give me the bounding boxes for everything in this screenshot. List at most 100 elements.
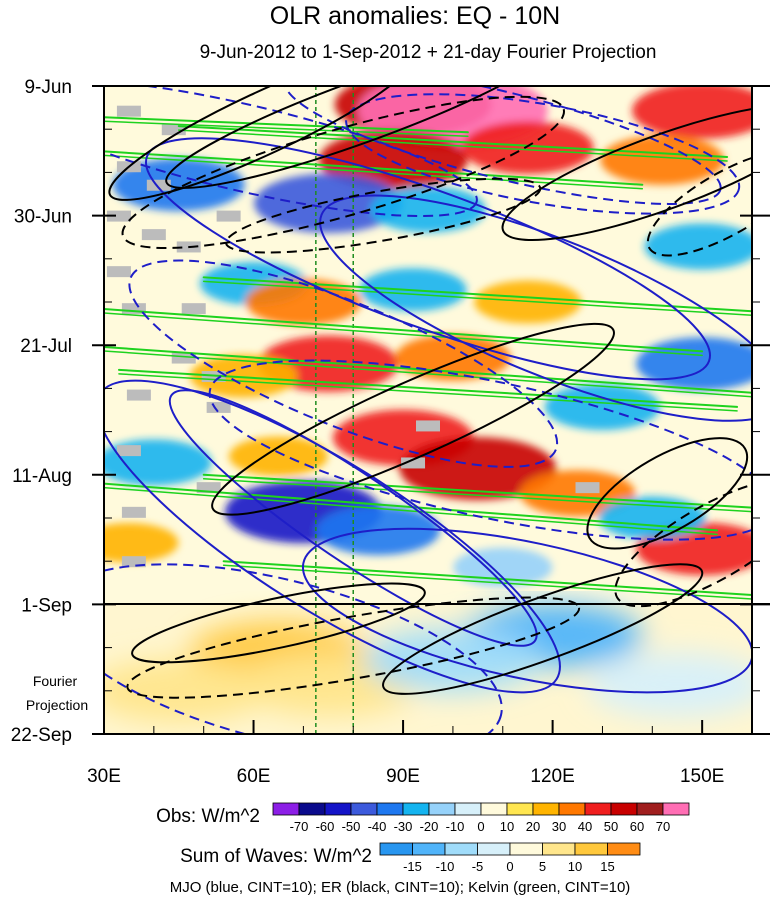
waves-legend-level: 15 <box>600 859 614 874</box>
anomaly-blob-3 <box>461 121 594 175</box>
er-contour-2 <box>121 95 565 250</box>
er-contour-0 <box>165 86 562 189</box>
plot-area <box>104 86 752 734</box>
missing-data-cell <box>121 556 146 568</box>
missing-data-cell <box>106 266 131 278</box>
waves-legend: Sum of Waves: W/m^2 -15 -10 -5 0 5 10 15 <box>180 842 641 874</box>
projection-blob-4 <box>362 627 543 692</box>
kelvin-contour-1-inner <box>178 129 728 162</box>
observed-anomaly-field <box>104 86 752 588</box>
obs-legend-level: 10 <box>500 819 514 834</box>
projection-blob-5 <box>587 652 752 717</box>
waves-legend-colorbar: -15 -10 -5 0 5 10 15 <box>379 842 641 874</box>
obs-legend-swatch <box>480 802 508 816</box>
obs-legend-level: -50 <box>342 819 361 834</box>
er-contour-1 <box>108 86 419 201</box>
anomaly-blob-17 <box>544 383 661 431</box>
anomaly-blob-15 <box>189 354 298 398</box>
missing-data-cell <box>146 179 171 191</box>
kelvin-contour-9 <box>222 560 752 597</box>
kelvin-contour-5-inner <box>118 373 738 412</box>
anomaly-blob-20 <box>399 437 557 500</box>
y-tick-label: 1-Sep <box>21 595 72 616</box>
kelvin-contour-3 <box>104 308 704 353</box>
obs-legend-level: -10 <box>446 819 465 834</box>
mjo-contour-6 <box>208 359 752 541</box>
obs-legend-swatch <box>324 802 352 816</box>
mjo-contour-4 <box>319 194 752 422</box>
x-tick-label: 120E <box>530 766 574 787</box>
y-tick-label: 11-Aug <box>12 466 72 487</box>
obs-legend-level: 30 <box>552 819 566 834</box>
er-contour-10 <box>131 582 426 664</box>
missing-data-cell <box>575 482 600 494</box>
er-contour-7 <box>586 437 749 550</box>
anomaly-blob-28 <box>104 522 179 563</box>
kelvin-contour-2-inner <box>104 154 644 190</box>
plot-frame <box>103 85 753 735</box>
missing-data-cell <box>216 210 241 222</box>
waves-legend-swatch <box>412 842 446 856</box>
missing-data-cell <box>206 401 231 413</box>
kelvin-contour-3-inner <box>104 312 703 357</box>
waves-legend-level: 10 <box>568 859 582 874</box>
obs-legend-swatch <box>610 802 638 816</box>
obs-legend-swatch <box>272 802 300 816</box>
er-contour-5 <box>646 150 752 257</box>
obs-legend-swatch <box>506 802 534 816</box>
waves-legend-level: 0 <box>506 859 513 874</box>
obs-legend-swatch <box>298 802 326 816</box>
er-contour-8 <box>614 478 752 608</box>
chart-subtitle: 9-Jun-2012 to 1-Sep-2012 + 21-day Fourie… <box>200 42 657 63</box>
reference-longitude-lines <box>315 86 354 734</box>
kelvin-contour-7-inner <box>104 486 718 536</box>
x-axis-ticks: 30E 60E 90E 120E 150E <box>87 720 724 787</box>
y-tick-label: 30-Jun <box>14 207 72 228</box>
projection-blob-2 <box>104 658 269 723</box>
missing-data-cell <box>126 389 151 401</box>
waves-legend-swatch <box>477 842 511 856</box>
kelvin-contour-5 <box>117 368 739 408</box>
obs-legend-level: -20 <box>420 819 439 834</box>
kelvin-contour-2 <box>104 150 644 186</box>
anomaly-blob-7 <box>254 173 403 233</box>
mjo-contour-10 <box>104 563 503 734</box>
chart-title: OLR anomalies: EQ - 10N <box>270 2 560 30</box>
obs-legend-swatch <box>402 802 430 816</box>
obs-legend-swatch <box>428 802 456 816</box>
x-tick-label: 90E <box>386 766 420 787</box>
projection-label-line2: Projection <box>26 697 88 713</box>
mjo-contour-2 <box>345 93 741 215</box>
obs-legend-swatch <box>662 802 690 816</box>
missing-data-cell <box>196 482 221 494</box>
y-tick-label: 22-Sep <box>11 725 72 746</box>
wave-contours <box>104 86 752 734</box>
anomaly-blob-10 <box>644 223 752 270</box>
anomaly-blob-23 <box>104 439 212 486</box>
obs-legend-colorbar: -70 -60 -50 -40 -30 -20 -10 0 10 20 30 40 50 60 70 <box>272 802 690 834</box>
er-contour-11 <box>382 563 704 695</box>
kelvin-contour-9-inner <box>222 564 752 600</box>
waves-legend-label: Sum of Waves: W/m^2 <box>180 846 372 867</box>
waves-legend-level: -10 <box>436 859 455 874</box>
obs-legend-level: -70 <box>290 819 309 834</box>
mjo-contour-8 <box>168 389 538 647</box>
waves-legend-swatch <box>509 842 543 856</box>
obs-legend-level: 40 <box>578 819 592 834</box>
obs-legend-swatch <box>532 802 560 816</box>
er-contour-3 <box>224 177 542 254</box>
obs-legend-swatch <box>636 802 664 816</box>
missing-data-cell <box>141 229 166 241</box>
footer-note: MJO (blue, CINT=10); ER (black, CINT=10)… <box>170 879 631 896</box>
projection-label-line1: Fourier <box>33 673 78 689</box>
obs-legend-swatch <box>454 802 482 816</box>
kelvin-contour-8 <box>202 473 752 509</box>
obs-legend-swatch <box>558 802 586 816</box>
kelvin-contour-0 <box>104 116 469 134</box>
obs-legend-level: 60 <box>630 819 644 834</box>
x-tick-label: 60E <box>237 766 271 787</box>
kelvin-contour-1 <box>177 125 729 158</box>
obs-legend: Obs: W/m^2 -70 -60 -50 -40 -30 -20 -10 0 10 20 30 4… <box>156 802 690 834</box>
missing-data-cell <box>401 457 426 469</box>
waves-legend-level: 5 <box>539 859 546 874</box>
